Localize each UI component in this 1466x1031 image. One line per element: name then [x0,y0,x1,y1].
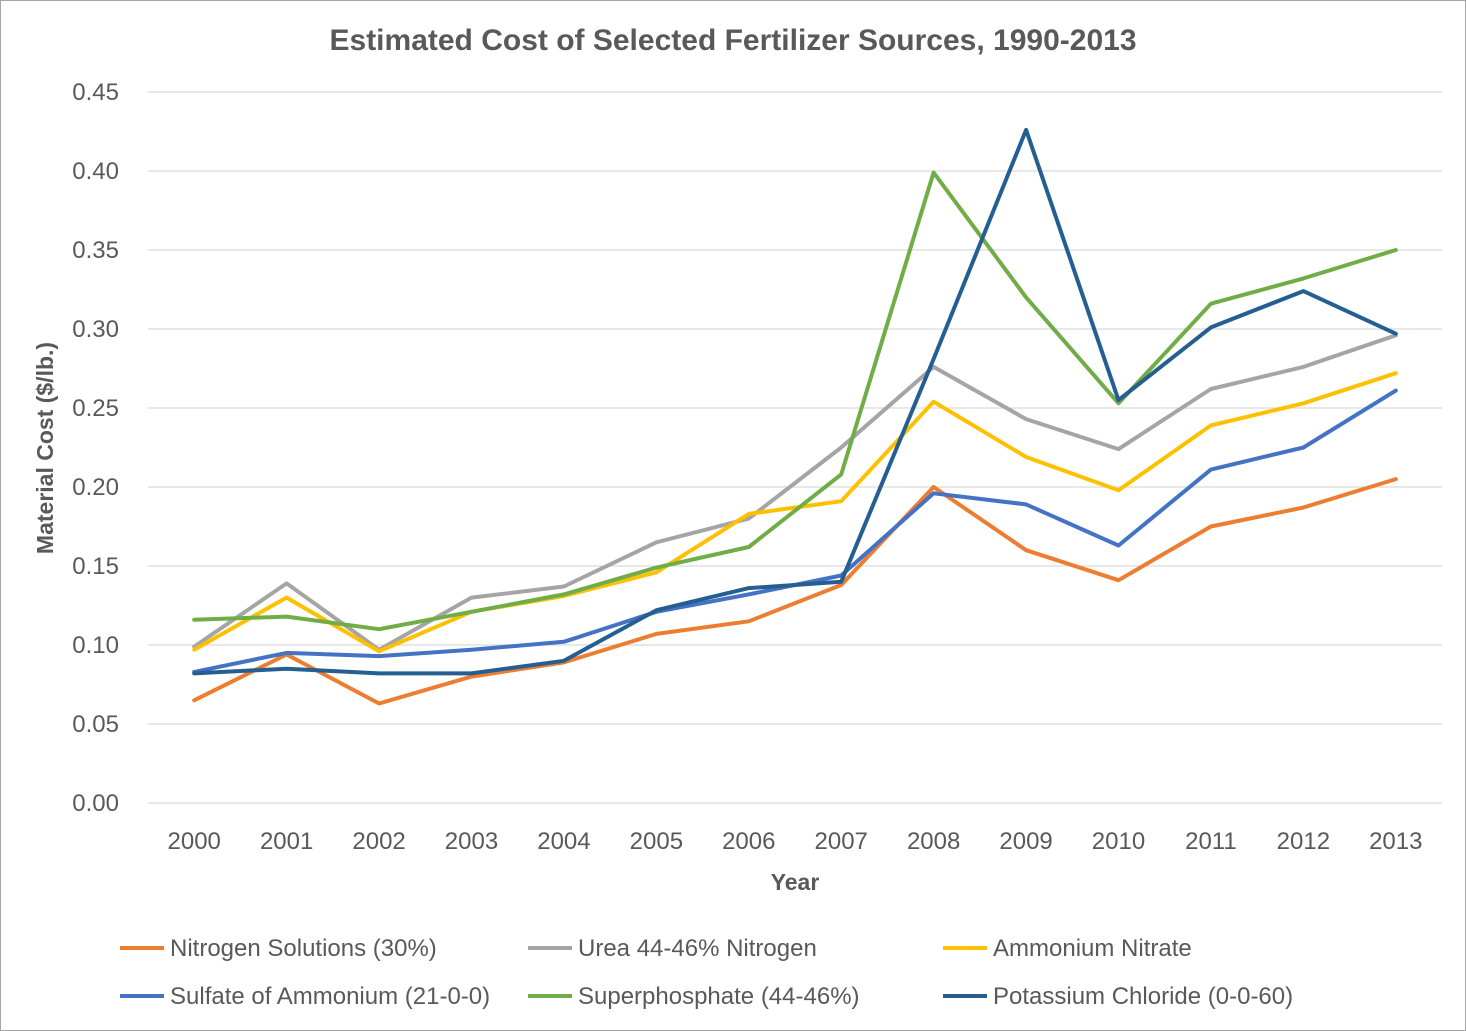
y-tick-label: 0.35 [72,237,119,264]
x-tick-label: 2008 [907,828,960,855]
x-tick-label: 2005 [630,828,683,855]
x-tick-label: 2011 [1185,828,1237,855]
x-tick-label: 2013 [1369,828,1422,855]
x-tick-label: 2010 [1092,828,1145,855]
y-tick-label: 0.30 [72,316,119,343]
x-tick-label: 2007 [815,828,868,855]
x-tick-label: 2003 [445,828,498,855]
legend-label: Superphosphate (44-46%) [578,983,860,1010]
y-tick-label: 0.00 [72,790,119,817]
x-axis-title: Year [771,869,820,895]
legend-label: Potassium Chloride (0-0-60) [993,983,1293,1010]
legend-label: Urea 44-46% Nitrogen [578,935,817,962]
series-line-1 [192,477,1398,706]
y-tick-label: 0.45 [72,79,119,106]
legend-item: Potassium Chloride (0-0-60) [943,983,1293,1010]
x-tick-label: 2009 [999,828,1052,855]
x-axis-tick-labels: 2000 2001 2002 2003 2004 2005 2006 2007 2008 2009… [168,828,1423,855]
legend-label: Ammonium Nitrate [993,935,1192,962]
legend-label: Sulfate of Ammonium (21-0-0) [170,983,490,1010]
x-tick-label: 2006 [722,828,775,855]
legend-item: Nitrogen Solutions (30%) [120,935,437,962]
legend-item: Superphosphate (44-46%) [528,983,860,1010]
y-axis-title: Material Cost ($/lb.) [32,342,58,554]
y-tick-label: 0.05 [72,711,119,738]
y-axis-tick-labels: 0.00 0.05 0.10 0.15 0.20 0.25 0.30 0.35 0.40 0.45 [72,79,119,817]
x-tick-label: 2001 [260,828,313,855]
y-tick-label: 0.15 [72,553,119,580]
series-line-2 [192,333,1398,652]
x-tick-label: 2012 [1277,828,1330,855]
series-line-5 [192,170,1398,632]
legend-item: Ammonium Nitrate [943,935,1192,962]
series-line-6 [192,127,1398,676]
chart-title: Estimated Cost of Selected Fertilizer So… [330,24,1137,57]
series-lines [192,127,1398,706]
x-tick-label: 2000 [168,828,221,855]
y-tick-label: 0.20 [72,474,119,501]
gridlines [148,91,1442,804]
x-tick-label: 2004 [537,828,590,855]
legend-item: Sulfate of Ammonium (21-0-0) [120,983,490,1010]
legend-item: Urea 44-46% Nitrogen [528,935,817,962]
y-tick-label: 0.10 [72,632,119,659]
y-tick-label: 0.25 [72,395,119,422]
y-tick-label: 0.40 [72,158,119,185]
legend-label: Nitrogen Solutions (30%) [170,935,437,962]
legend: Nitrogen Solutions (30%) Urea 44-46% Nitr… [120,935,1293,1010]
series-line-3 [192,371,1398,654]
x-tick-label: 2002 [352,828,405,855]
